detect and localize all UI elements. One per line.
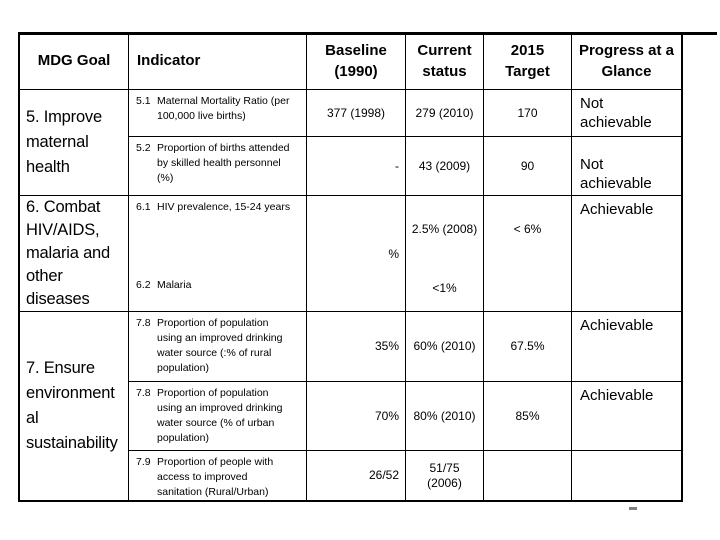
indicator-6-cell: 6.1 HIV prevalence, 15-24 years 6.2 Mala… bbox=[129, 196, 307, 312]
indicator-text: HIV prevalence, 15-24 years bbox=[157, 201, 291, 213]
indicator-number: 7.9 bbox=[136, 456, 151, 468]
baseline-6-cell: % bbox=[307, 196, 406, 312]
indicator-5-2-cell: 5.2 Proportion of births attended by ski… bbox=[129, 137, 307, 196]
header-mdg-goal: MDG Goal bbox=[20, 32, 129, 90]
indicator-7-8-rural-cell: 7.8 Proportion of population using an im… bbox=[129, 312, 307, 382]
mdg-progress-table: MDG Goal Indicator Baseline (1990) Curre… bbox=[18, 32, 683, 502]
indicator-text: Malaria bbox=[157, 279, 192, 291]
progress-5-1-cell: Not achievable bbox=[572, 90, 681, 137]
target-6-value: < 6% bbox=[513, 222, 542, 236]
indicator-text: Proportion of population using an improv… bbox=[157, 387, 283, 444]
baseline-5-1-cell: 377 (1998) bbox=[307, 90, 406, 137]
baseline-7-9-cell: 26/52 bbox=[307, 451, 406, 500]
target-5-1-cell: 170 bbox=[484, 90, 572, 137]
indicator-number: 7.8 bbox=[136, 317, 151, 329]
target-7-8-urban-cell: 85% bbox=[484, 382, 572, 451]
indicator-7-8-urban-cell: 7.8 Proportion of population using an im… bbox=[129, 382, 307, 451]
current-7-9-cell: 51/75 (2006) bbox=[406, 451, 484, 500]
indicator-number: 6.2 bbox=[136, 279, 151, 291]
current-7-8-urban-cell: 80% (2010) bbox=[406, 382, 484, 451]
target-7-9-cell bbox=[484, 451, 572, 500]
baseline-5-2-cell: - bbox=[307, 137, 406, 196]
indicator-number: 5.2 bbox=[136, 142, 151, 154]
indicator-text: Proportion of births attended by skilled… bbox=[157, 142, 290, 184]
baseline-7-8-urban-cell: 70% bbox=[307, 382, 406, 451]
header-progress: Progress at a Glance bbox=[572, 32, 681, 90]
header-indicator: Indicator bbox=[129, 32, 307, 90]
indicator-number: 7.8 bbox=[136, 387, 151, 399]
target-5-2-cell: 90 bbox=[484, 137, 572, 196]
baseline-7-8-rural-cell: 35% bbox=[307, 312, 406, 382]
current-5-1-cell: 279 (2010) bbox=[406, 90, 484, 137]
progress-7-8-rural-cell: Achievable bbox=[572, 312, 681, 382]
indicator-text: Proportion of people with access to impr… bbox=[157, 456, 274, 498]
progress-6-cell: Achievable bbox=[572, 196, 681, 312]
indicator-number: 6.1 bbox=[136, 201, 151, 213]
progress-7-9-cell bbox=[572, 451, 681, 500]
target-7-8-rural-cell: 67.5% bbox=[484, 312, 572, 382]
target-6-cell: < 6% bbox=[484, 196, 572, 312]
indicator-5-1-cell: 5.1 Maternal Mortality Ratio (per 100,00… bbox=[129, 90, 307, 137]
current-7-8-rural-cell: 60% (2010) bbox=[406, 312, 484, 382]
goal-5-cell: 5. Improve maternal health bbox=[20, 90, 129, 196]
progress-5-2-cell: Not achievable bbox=[572, 137, 681, 196]
indicator-text: Maternal Mortality Ratio (per 100,000 li… bbox=[157, 95, 290, 122]
goal-7-cell: 7. Ensure environment al sustainability bbox=[20, 312, 129, 500]
current-5-2-cell: 43 (2009) bbox=[406, 137, 484, 196]
indicator-text: Proportion of population using an improv… bbox=[157, 317, 283, 374]
header-2015-target: 2015 Target bbox=[484, 32, 572, 90]
indicator-7-9-cell: 7.9 Proportion of people with access to … bbox=[129, 451, 307, 500]
current-6-cell: 2.5% (2008) <1% bbox=[406, 196, 484, 312]
goal-6-cell: 6. Combat HIV/AIDS, malaria and other di… bbox=[20, 196, 129, 312]
current-6-2-value: <1% bbox=[432, 281, 457, 295]
header-current-status: Current status bbox=[406, 32, 484, 90]
indicator-number: 5.1 bbox=[136, 95, 151, 107]
header-baseline: Baseline (1990) bbox=[307, 32, 406, 90]
top-border-line bbox=[18, 32, 717, 35]
current-6-1-value: 2.5% (2008) bbox=[411, 222, 478, 236]
progress-7-8-urban-cell: Achievable bbox=[572, 382, 681, 451]
slide-dash bbox=[629, 507, 637, 510]
